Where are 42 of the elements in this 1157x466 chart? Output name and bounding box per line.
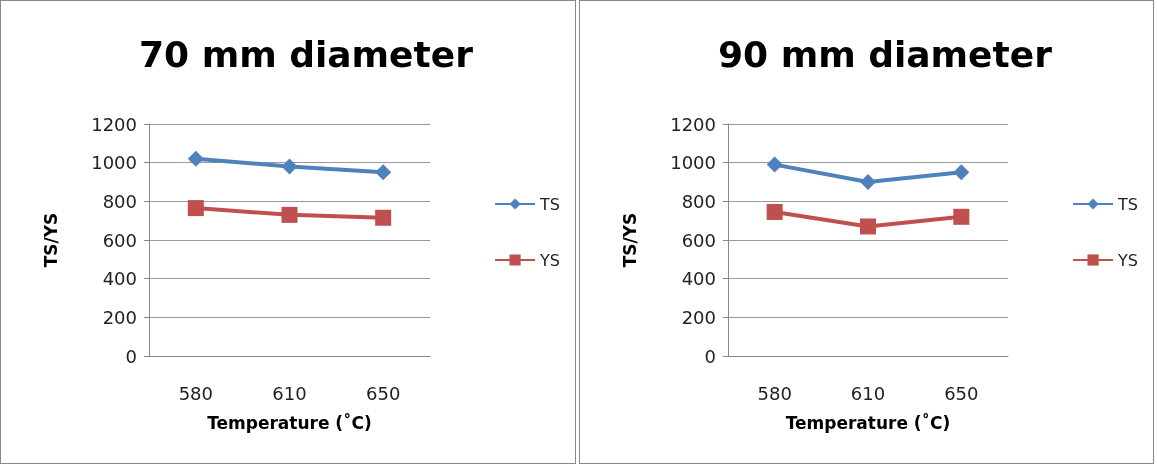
- x-axis-title: Temperature (˚C): [785, 411, 951, 433]
- y-axis-title: TS/YS: [40, 212, 61, 268]
- x-tick-label: 610: [272, 382, 307, 404]
- y-tick-label: 200: [681, 306, 716, 328]
- y-tick-label: 1000: [91, 152, 137, 174]
- legend-label: YS: [1117, 250, 1139, 270]
- point: [953, 164, 970, 181]
- x-tick-label: 580: [757, 382, 792, 404]
- point: [281, 158, 298, 175]
- x-tick-label: 650: [365, 382, 401, 404]
- point: [860, 174, 876, 190]
- point: [766, 203, 783, 220]
- legend-label: TS: [1117, 194, 1139, 214]
- y-tick-label: 600: [681, 229, 716, 251]
- x-tick-label: 610: [850, 382, 886, 404]
- y-tick-label: 800: [681, 190, 716, 212]
- point: [375, 209, 392, 226]
- point: [953, 208, 970, 225]
- y-tick-label: 200: [102, 306, 137, 328]
- y-tick-label: 1000: [670, 152, 716, 174]
- y-tick-label: 0: [704, 345, 716, 367]
- chart-title: 90 mm diameter: [718, 33, 1053, 75]
- x-axis-title: Temperature (˚C): [207, 411, 372, 433]
- y-tick-label: 400: [681, 268, 716, 290]
- y-tick-label: 400: [102, 268, 137, 290]
- point: [281, 206, 298, 223]
- legend-label: TS: [539, 194, 561, 214]
- y-axis-title: TS/YS: [619, 212, 640, 268]
- y-tick-label: 1200: [670, 113, 716, 135]
- legend-label: YS: [539, 250, 561, 270]
- x-tick-label: 650: [944, 382, 979, 404]
- point: [187, 200, 204, 217]
- point: [766, 156, 783, 173]
- y-tick-label: 0: [125, 345, 137, 367]
- y-tick-label: 600: [102, 229, 137, 251]
- point: [187, 150, 204, 167]
- y-tick-label: 800: [102, 190, 137, 212]
- chart-title: 70 mm diameter: [139, 33, 474, 75]
- point: [860, 218, 876, 235]
- x-tick-label: 580: [178, 382, 214, 404]
- point: [375, 164, 392, 181]
- y-tick-label: 1200: [91, 113, 137, 135]
